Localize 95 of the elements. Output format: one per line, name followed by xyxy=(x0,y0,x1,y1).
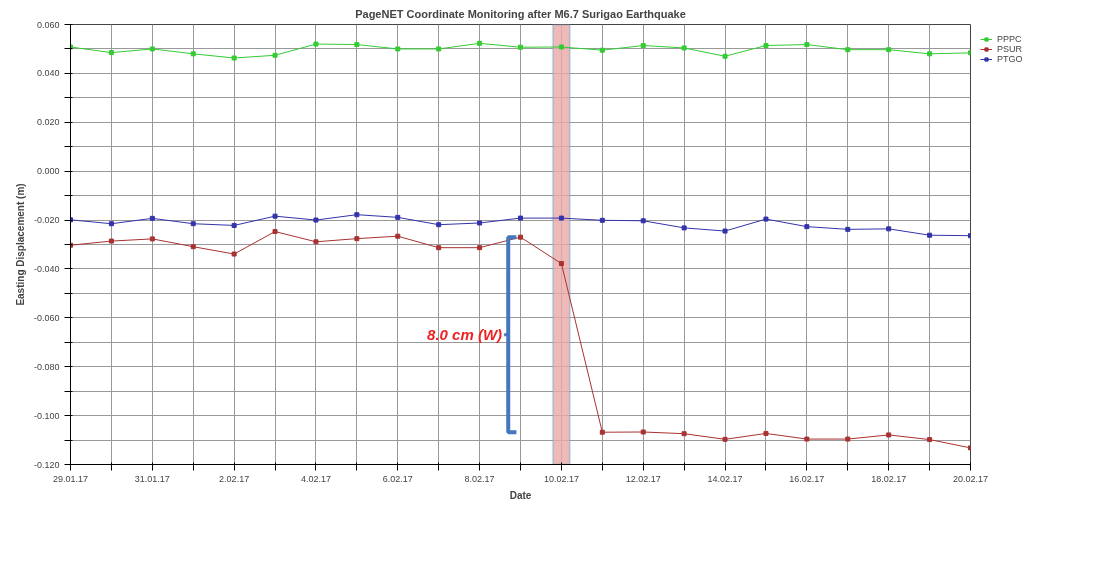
point xyxy=(845,436,851,442)
point xyxy=(640,218,646,224)
point xyxy=(518,44,523,50)
y-tick-label: 0.020 xyxy=(36,117,60,128)
point xyxy=(190,51,196,57)
point xyxy=(313,217,319,223)
point xyxy=(558,261,564,267)
point xyxy=(927,437,933,443)
point xyxy=(108,238,114,244)
point xyxy=(518,234,523,240)
point xyxy=(231,55,237,61)
y-tick-label: -0.100 xyxy=(33,410,60,421)
y-axis-title: Easting Displacement (m) xyxy=(14,183,26,306)
point xyxy=(518,215,523,221)
point xyxy=(272,213,278,219)
point xyxy=(804,224,810,230)
legend-label: PSUR xyxy=(997,44,1023,54)
line-series xyxy=(70,229,971,451)
point xyxy=(640,429,646,435)
y-tick-label: -0.120 xyxy=(33,459,60,470)
y-tick-label: 0.040 xyxy=(36,68,60,79)
point xyxy=(722,436,728,442)
point xyxy=(886,226,892,232)
point xyxy=(354,236,360,242)
point xyxy=(599,47,605,53)
point xyxy=(845,47,851,53)
x-tick-label: 4.02.17 xyxy=(300,473,331,484)
point xyxy=(190,244,196,250)
point xyxy=(436,245,442,251)
x-tick-label: 31.01.17 xyxy=(134,473,170,484)
point xyxy=(722,53,728,59)
point xyxy=(927,51,933,57)
point xyxy=(354,42,360,48)
point xyxy=(763,43,769,49)
point xyxy=(886,47,892,53)
point xyxy=(436,222,442,228)
y-tick-label: -0.040 xyxy=(33,263,60,274)
y-tick-label: 0.060 xyxy=(36,19,60,30)
point xyxy=(313,41,319,47)
point xyxy=(395,214,401,220)
x-tick-label: 20.02.17 xyxy=(952,473,989,484)
point xyxy=(395,233,401,239)
x-axis-title: Date xyxy=(509,489,532,501)
annotation: 8.0 cm (W) xyxy=(427,326,503,344)
point xyxy=(231,222,237,228)
x-tick-label: 16.02.17 xyxy=(789,473,825,484)
point xyxy=(436,46,442,52)
x-tick-label: 6.02.17 xyxy=(382,473,413,484)
point xyxy=(108,221,114,227)
point xyxy=(477,245,483,251)
point xyxy=(804,42,810,48)
point xyxy=(558,215,564,221)
point xyxy=(313,239,319,245)
x-tick-label: 10.02.17 xyxy=(543,473,579,484)
point xyxy=(477,40,483,46)
point xyxy=(395,46,401,52)
x-tick-label: 18.02.17 xyxy=(871,473,907,484)
point xyxy=(927,232,933,238)
y-tick-label: 0.000 xyxy=(36,166,60,177)
point xyxy=(231,251,237,257)
x-tick-label: 29.01.17 xyxy=(52,473,89,484)
point xyxy=(190,221,196,227)
point xyxy=(763,216,769,222)
point xyxy=(272,229,278,235)
y-tick-label: -0.060 xyxy=(33,312,60,323)
point xyxy=(681,45,687,51)
legend-label: PTGO xyxy=(997,54,1023,64)
point xyxy=(845,226,851,232)
point xyxy=(599,217,605,223)
point xyxy=(272,52,278,58)
point xyxy=(681,431,687,437)
line-series xyxy=(70,40,971,61)
point xyxy=(804,436,810,442)
point xyxy=(886,432,892,438)
x-tick-label: 2.02.17 xyxy=(219,473,250,484)
point xyxy=(681,225,687,231)
point xyxy=(763,430,769,436)
point xyxy=(354,212,360,218)
point xyxy=(477,220,483,226)
y-tick-label: -0.020 xyxy=(33,215,60,226)
point xyxy=(108,50,114,56)
line-series xyxy=(70,212,971,239)
x-tick-label: 12.02.17 xyxy=(625,473,661,484)
point xyxy=(149,215,155,221)
point xyxy=(558,44,564,50)
y-tick-label: -0.080 xyxy=(33,361,60,372)
x-tick-label: 8.02.17 xyxy=(464,473,495,484)
point xyxy=(149,46,155,52)
point xyxy=(149,236,155,242)
x-tick-label: 14.02.17 xyxy=(707,473,743,484)
legend-label: PPPC xyxy=(997,34,1022,44)
point xyxy=(599,429,605,435)
point xyxy=(722,228,728,234)
chart-title: PageNET Coordinate Monitoring after M6.7 Surigao Earthquake xyxy=(355,7,686,20)
point xyxy=(640,43,646,49)
